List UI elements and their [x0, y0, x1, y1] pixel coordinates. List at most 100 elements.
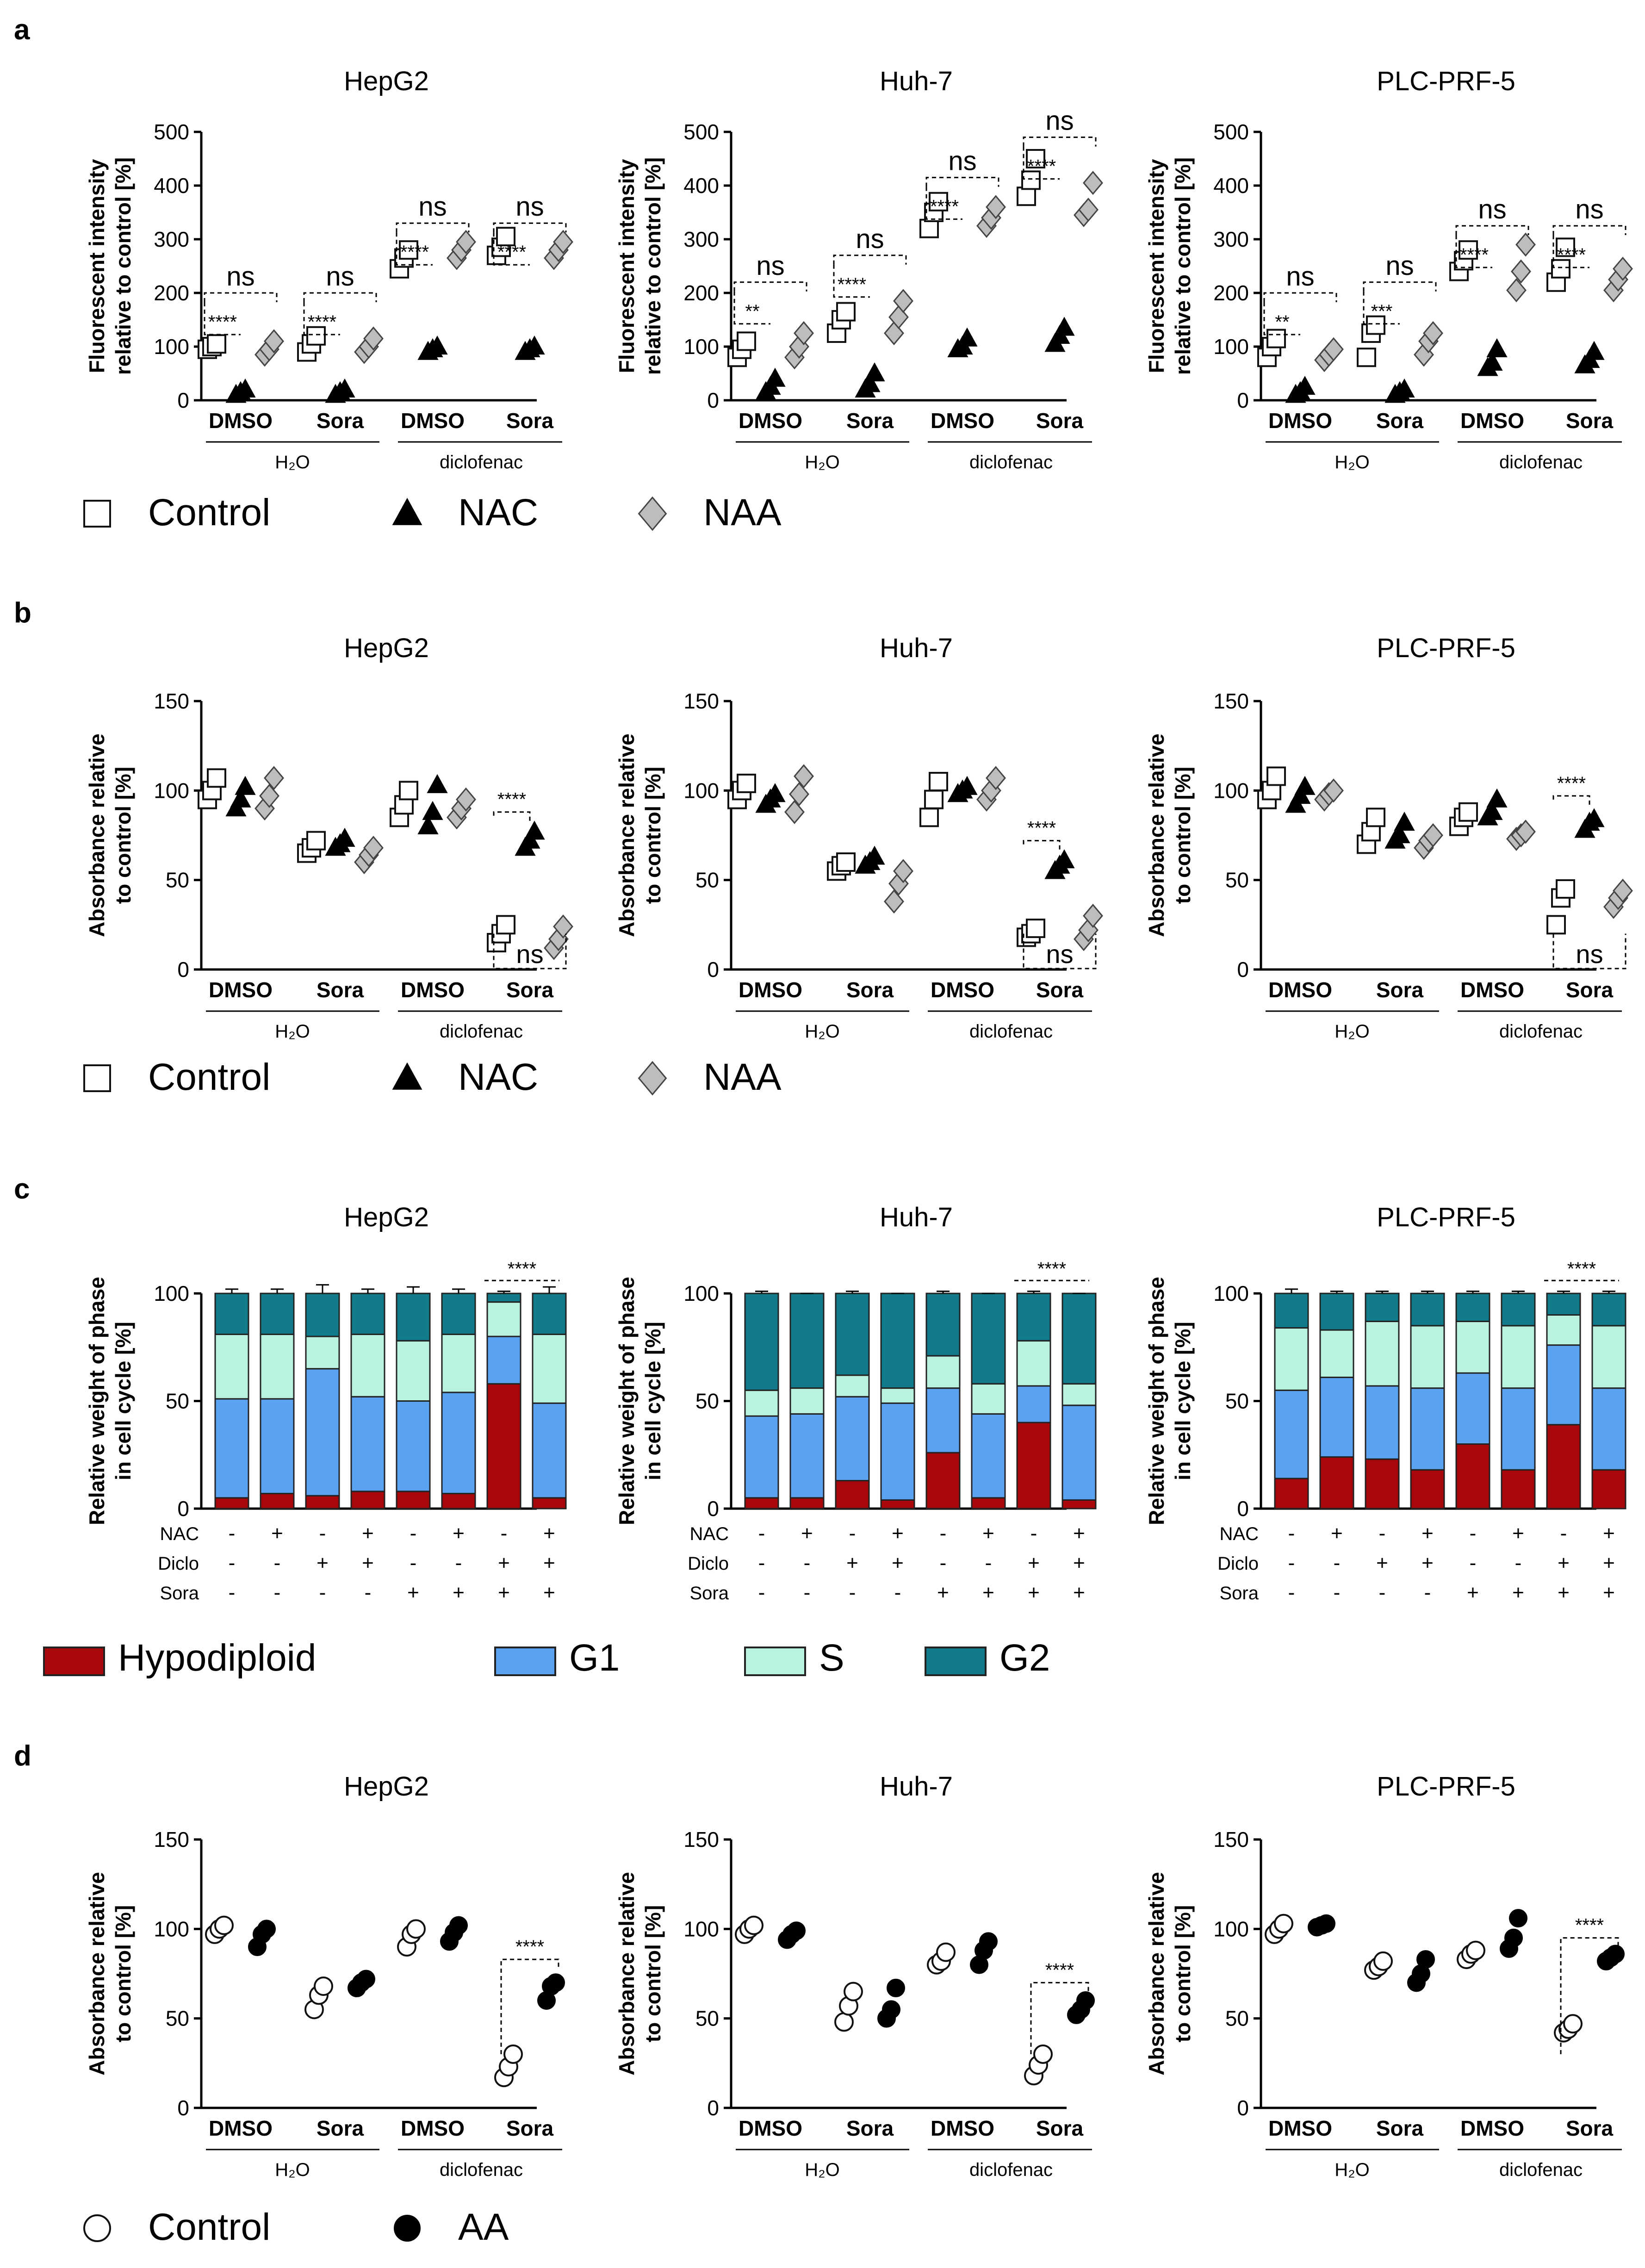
y-tick-label: 50: [1225, 1389, 1249, 1413]
condition-sign: +: [1073, 1522, 1085, 1545]
significance-bracket: [1455, 225, 1529, 235]
data-point-control: [737, 331, 756, 351]
bar-segment-s: [1274, 1327, 1309, 1391]
legend-marker: [638, 496, 667, 531]
data-point-nac: [235, 776, 256, 795]
significance-label: ****: [1027, 818, 1056, 839]
data-point-nac: [334, 827, 355, 847]
legend-marker: [83, 500, 111, 528]
condition-sign: -: [1560, 1522, 1567, 1545]
bar-segment-g2: [1274, 1292, 1309, 1329]
x-tick-label: DMSO: [1268, 2116, 1332, 2140]
significance-bracket: [396, 232, 433, 266]
condition-sign: -: [758, 1552, 765, 1574]
x-tick-label: Sora: [506, 2116, 554, 2140]
bar-segment-g1: [396, 1400, 431, 1492]
condition-label: Diclo: [688, 1553, 729, 1574]
significance-label: ****: [308, 312, 336, 332]
legend-label: Control: [148, 491, 270, 534]
x-tick-label: DMSO: [209, 978, 273, 1002]
bar-segment-g2: [925, 1292, 961, 1357]
chart-title: PLC-PRF-5: [1377, 633, 1515, 663]
significance-bracket: [204, 292, 278, 302]
data-point-naa: [1423, 823, 1443, 848]
significance-bracket: [493, 222, 567, 233]
legend-marker: [394, 2215, 421, 2242]
x-tick-label: Sora: [1376, 409, 1424, 433]
data-point-aa: [979, 1932, 998, 1951]
condition-sign: -: [410, 1522, 417, 1545]
data-point-nac: [764, 783, 786, 802]
significance-label: ****: [838, 274, 866, 295]
legend-label: Hypodiploid: [118, 1637, 317, 1679]
x-tick-label: DMSO: [401, 978, 465, 1002]
condition-sign: -: [894, 1581, 901, 1604]
bar-segment-s: [260, 1333, 295, 1400]
condition-sign: -: [1379, 1581, 1386, 1604]
bar-segment-s: [1546, 1314, 1581, 1346]
condition-sign: +: [362, 1522, 374, 1545]
x-tick-label: Sora: [846, 2116, 894, 2140]
bar-segment-s: [744, 1389, 779, 1417]
y-tick-label: 0: [177, 388, 189, 412]
significance-label: ****: [1557, 773, 1586, 794]
condition-sign: +: [1558, 1581, 1570, 1604]
significance-bracket: [1023, 840, 1061, 852]
data-point-control: [919, 808, 939, 827]
condition-sign: -: [501, 1522, 508, 1545]
significance-bracket: [1030, 1982, 1089, 2054]
data-point-aa: [1317, 1914, 1335, 1933]
significance-label: ****: [930, 197, 959, 217]
group-label: H₂O: [275, 452, 310, 472]
panel-label: b: [14, 597, 31, 629]
chart-title: HepG2: [344, 1202, 429, 1232]
bar-segment-g2: [396, 1292, 431, 1342]
significance-label: ****: [515, 1937, 544, 1957]
bar-segment-g1: [1410, 1387, 1445, 1471]
significance-label: ***: [1371, 301, 1393, 322]
bar-segment-g2: [441, 1292, 476, 1335]
significance-bracket: [1263, 302, 1300, 336]
y-tick-label: 300: [1213, 227, 1249, 251]
data-point-nac: [1054, 849, 1075, 869]
group-label: H₂O: [1335, 1021, 1370, 1042]
data-point-naa: [553, 914, 573, 939]
data-point-control: [1459, 240, 1478, 260]
bar-segment-g2: [1319, 1292, 1354, 1331]
bar-segment-hypodiploid: [789, 1497, 825, 1510]
data-point-control: [406, 1919, 426, 1939]
data-point-control: [207, 334, 226, 354]
y-tick-label: 100: [683, 1281, 719, 1305]
data-point-control: [1551, 259, 1571, 279]
bar-segment-s: [396, 1340, 431, 1402]
x-tick-label: Sora: [846, 409, 894, 433]
legend: Hypodiploid G1 S G2: [43, 1637, 1050, 1679]
data-point-control: [399, 240, 418, 260]
data-point-control: [744, 1915, 764, 1935]
bar-segment-hypodiploid: [971, 1497, 1006, 1510]
data-point-nac: [1389, 824, 1410, 844]
data-point-nac: [1394, 812, 1415, 831]
y-tick-label: 150: [154, 1827, 189, 1852]
y-tick-label: 100: [154, 778, 189, 802]
x-tick-label: Sora: [317, 978, 364, 1002]
condition-label: NAC: [160, 1524, 199, 1544]
data-point-naa: [264, 329, 284, 354]
data-point-naa: [456, 230, 476, 254]
bar-segment-s: [1319, 1329, 1354, 1378]
condition-sign: +: [1028, 1581, 1040, 1604]
condition-sign: -: [229, 1522, 236, 1545]
data-point-control: [924, 789, 944, 809]
data-point-control: [1026, 919, 1045, 938]
data-point-nac: [864, 362, 885, 382]
y-tick-label: 400: [154, 174, 189, 198]
data-point-control: [836, 302, 856, 322]
data-point-control: [1556, 237, 1575, 257]
chart-title: HepG2: [344, 66, 429, 96]
y-tick-label: 0: [707, 1497, 719, 1521]
condition-sign: +: [498, 1552, 510, 1574]
x-tick-label: DMSO: [209, 409, 273, 433]
bar-segment-g1: [1274, 1389, 1309, 1479]
condition-sign: -: [1288, 1522, 1295, 1545]
